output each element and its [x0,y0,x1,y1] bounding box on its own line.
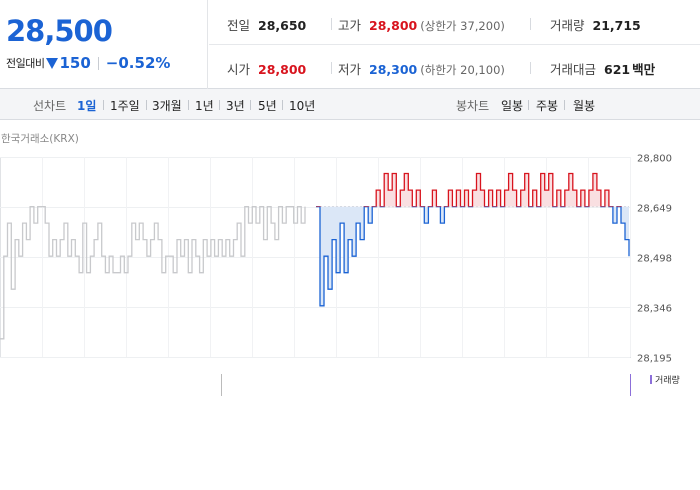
stat-label: 전일 [227,18,251,33]
price-summary: 28,500 전일대비 150 −0.52% [0,0,208,89]
volume-legend: 거래량 [650,373,680,386]
y-axis-labels: 28,800 28,649 28,498 28,346 28,195 [637,154,672,365]
tab-candle-monthly[interactable]: 월봉 [573,99,596,113]
divider [331,18,332,30]
gain-area [376,173,609,207]
chart-lines [0,172,630,340]
volume-axis [221,374,631,396]
volume-legend-label: 거래량 [655,376,680,386]
down-triangle-icon [46,57,59,69]
divider [188,100,189,110]
y-tick-label: 28,800 [637,154,672,165]
quote-header: 28,500 전일대비 150 −0.52% 전일 28,650 고가 28,8… [0,0,700,89]
stat-label: 거래대금 [550,62,597,77]
stat-value: 28,650 [258,18,307,33]
divider [219,100,220,110]
stat-value: 28,300 [369,62,418,77]
divider [146,100,147,110]
tab-period-1w[interactable]: 1주일 [110,99,140,113]
volume-panel [0,366,700,396]
line-chart-title: 선차트 [33,99,67,113]
volume-swatch [650,375,652,384]
intraday-price-chart: 28,800 28,649 28,498 28,346 28,195 [0,154,672,365]
change-label: 전일대비 [6,57,45,70]
change-row: 전일대비 150 −0.52% [6,54,170,72]
divider [530,62,531,74]
y-tick-label: 28,346 [637,304,672,315]
stat-open: 시가 28,800 [227,59,306,78]
divider [282,100,283,110]
tab-period-3m[interactable]: 3개월 [152,99,182,113]
divider [528,100,529,110]
stat-unit: 백만 [632,62,656,77]
stat-prev-close: 전일 28,650 [227,15,306,34]
candle-chart-title: 봉차트 [456,99,490,113]
change-percent: −0.52% [105,54,171,72]
upper-limit: (상한가 37,200) [420,19,505,33]
stat-high: 고가 28,800 (상한가 37,200) [338,15,505,34]
tab-period-5y[interactable]: 5년 [258,99,277,113]
row-divider [209,44,700,45]
y-tick-label: 28,195 [637,354,672,365]
lower-limit: (하한가 20,100) [420,63,505,77]
today-line-down [316,206,630,307]
stat-value: 21,715 [592,18,641,33]
stat-low: 저가 28,300 (하한가 20,100) [338,59,505,78]
y-tick-label: 28,498 [637,254,672,265]
tab-period-3y[interactable]: 3년 [226,99,245,113]
tab-candle-daily[interactable]: 일봉 [501,99,524,113]
divider [103,100,104,110]
stat-turnover: 거래대금 621 백만 [550,59,655,78]
change-value: 150 [59,54,91,72]
stat-label: 시가 [227,62,251,77]
current-price: 28,500 [6,14,113,48]
tab-candle-weekly[interactable]: 주봉 [536,99,559,113]
stat-label: 저가 [338,62,362,77]
stat-volume: 거래량 21,715 [550,15,641,34]
divider [250,100,251,110]
y-tick-label: 28,649 [637,204,672,215]
stat-value: 28,800 [369,18,418,33]
divider [331,62,332,74]
divider [530,18,531,30]
loss-area [316,206,629,306]
stat-value: 28,800 [258,62,307,77]
stat-value: 621 [604,62,631,77]
tab-period-1d[interactable]: 1일 [77,99,97,113]
prior-session-line [0,205,306,340]
today-line-up [316,172,622,207]
tab-period-1y[interactable]: 1년 [195,99,214,113]
chart-grid [0,157,631,358]
stat-label: 거래량 [550,18,585,33]
data-source-label: 한국거래소(KRX) [1,133,79,145]
chart-fills [316,173,629,306]
tab-period-10y[interactable]: 10년 [289,99,316,113]
stat-label: 고가 [338,18,362,33]
divider [97,56,99,70]
divider [564,100,565,110]
chart-tab-bar: 선차트 1일 1주일 3개월 1년 3년 5년 10년 봉차트 일봉 주봉 월봉 [0,89,700,120]
